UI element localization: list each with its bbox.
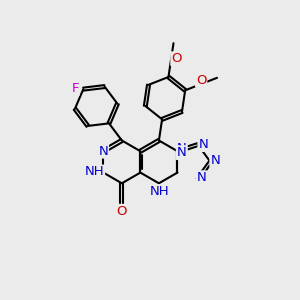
Text: F: F (71, 82, 79, 95)
Text: N: N (177, 142, 187, 155)
Text: O: O (171, 52, 182, 65)
Text: O: O (196, 74, 206, 87)
Text: N: N (196, 171, 206, 184)
Text: N: N (210, 154, 220, 167)
Text: N: N (198, 138, 208, 151)
Text: NH: NH (150, 185, 169, 198)
Text: NH: NH (85, 166, 104, 178)
Text: O: O (117, 205, 127, 218)
Text: N: N (177, 146, 187, 159)
Text: N: N (98, 145, 108, 158)
